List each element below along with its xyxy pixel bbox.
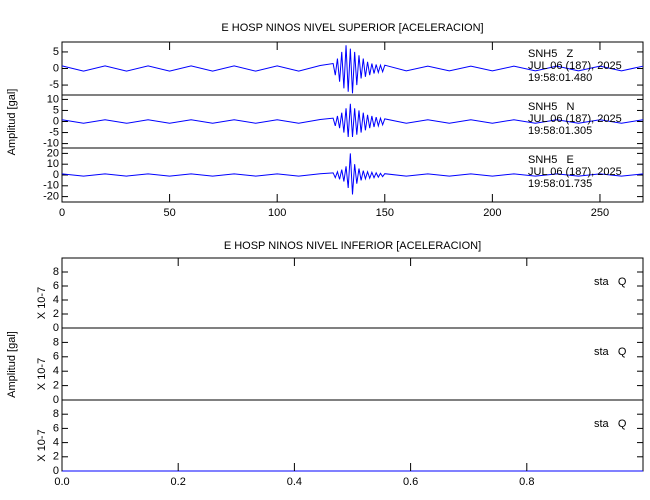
y-tick-label: 6 [53,351,59,363]
x-tick-label: 0.0 [54,476,69,488]
y-tick-label: 6 [53,422,59,434]
y-tick-label: 8 [53,408,59,420]
trace-label: 19:58:01.480 [528,72,592,84]
trace [61,103,644,137]
trace [61,153,644,195]
panel-frame [61,327,644,401]
y-tick-label: -5 [49,79,59,91]
y-axis-label: Amplitud [gal] [6,89,18,156]
x-tick-label: 200 [483,207,501,219]
x-tick-label: 150 [376,207,394,219]
panel-y-label: X 10-7 [36,358,48,390]
trace-label: JUL 06 (187), 2025 [528,113,622,125]
y-tick-label: 0 [53,169,59,181]
x-tick-label: 0.4 [287,476,302,488]
trace-label: JUL 06 (187), 2025 [528,166,622,178]
panel-frame [61,257,644,329]
y-tick-label: 2 [53,451,59,463]
y-tick-label: 2 [53,380,59,392]
y-tick-label: 10 [47,158,59,170]
y-tick-label: 4 [53,294,59,306]
chart-title: E HOSP NINOS NIVEL SUPERIOR [ACELERACION… [221,22,483,34]
y-tick-label: 0 [53,115,59,127]
panel-y-label: X 10-7 [36,429,48,461]
x-tick-label: 100 [268,207,286,219]
panel-frame [61,399,644,472]
y-axis-label: Amplitud [gal] [6,331,18,398]
trace-label: SNH5 Z [528,48,574,60]
y-tick-label: 2 [53,308,59,320]
x-tick-label: 250 [591,207,609,219]
y-tick-label: -5 [49,126,59,138]
y-tick-label: 10 [47,93,59,105]
y-tick-label: 5 [53,104,59,116]
y-tick-label: 0 [53,322,59,334]
x-tick-label: 0.6 [403,476,418,488]
y-tick-label: -10 [43,137,59,149]
chart-title: E HOSP NINOS NIVEL INFERIOR [ACELERACION… [224,240,481,252]
trace-label: JUL 06 (187), 2025 [528,60,622,72]
y-tick-label: 0 [53,394,59,406]
y-tick-label: 20 [47,147,59,159]
y-tick-label: 0 [53,62,59,74]
trace-label: SNH5 N [528,101,575,113]
trace-label: sta Q [594,346,627,358]
x-tick-label: 50 [163,207,175,219]
y-tick-label: 8 [53,336,59,348]
y-tick-label: -10 [43,180,59,192]
trace-label: SNH5 E [528,154,574,166]
y-tick-label: 5 [53,46,59,58]
y-tick-label: 4 [53,437,59,449]
y-tick-label: 6 [53,280,59,292]
x-tick-label: 0.2 [171,476,186,488]
trace-label: 19:58:01.305 [528,125,592,137]
y-tick-label: 4 [53,365,59,377]
x-tick-label: 0.8 [519,476,534,488]
trace-label: 19:58:01.735 [528,178,592,190]
x-tick-label: 0 [59,207,65,219]
trace-label: sta Q [594,276,627,288]
panel-y-label: X 10-7 [36,287,48,319]
trace [61,45,644,94]
trace-label: sta Q [594,418,627,430]
y-tick-label: 8 [53,266,59,278]
y-tick-label: 0 [53,465,59,477]
y-tick-label: -20 [43,191,59,203]
